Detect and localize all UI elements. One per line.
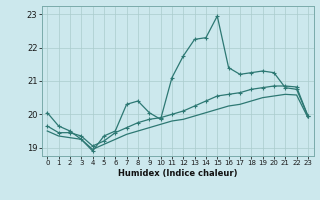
X-axis label: Humidex (Indice chaleur): Humidex (Indice chaleur)	[118, 169, 237, 178]
